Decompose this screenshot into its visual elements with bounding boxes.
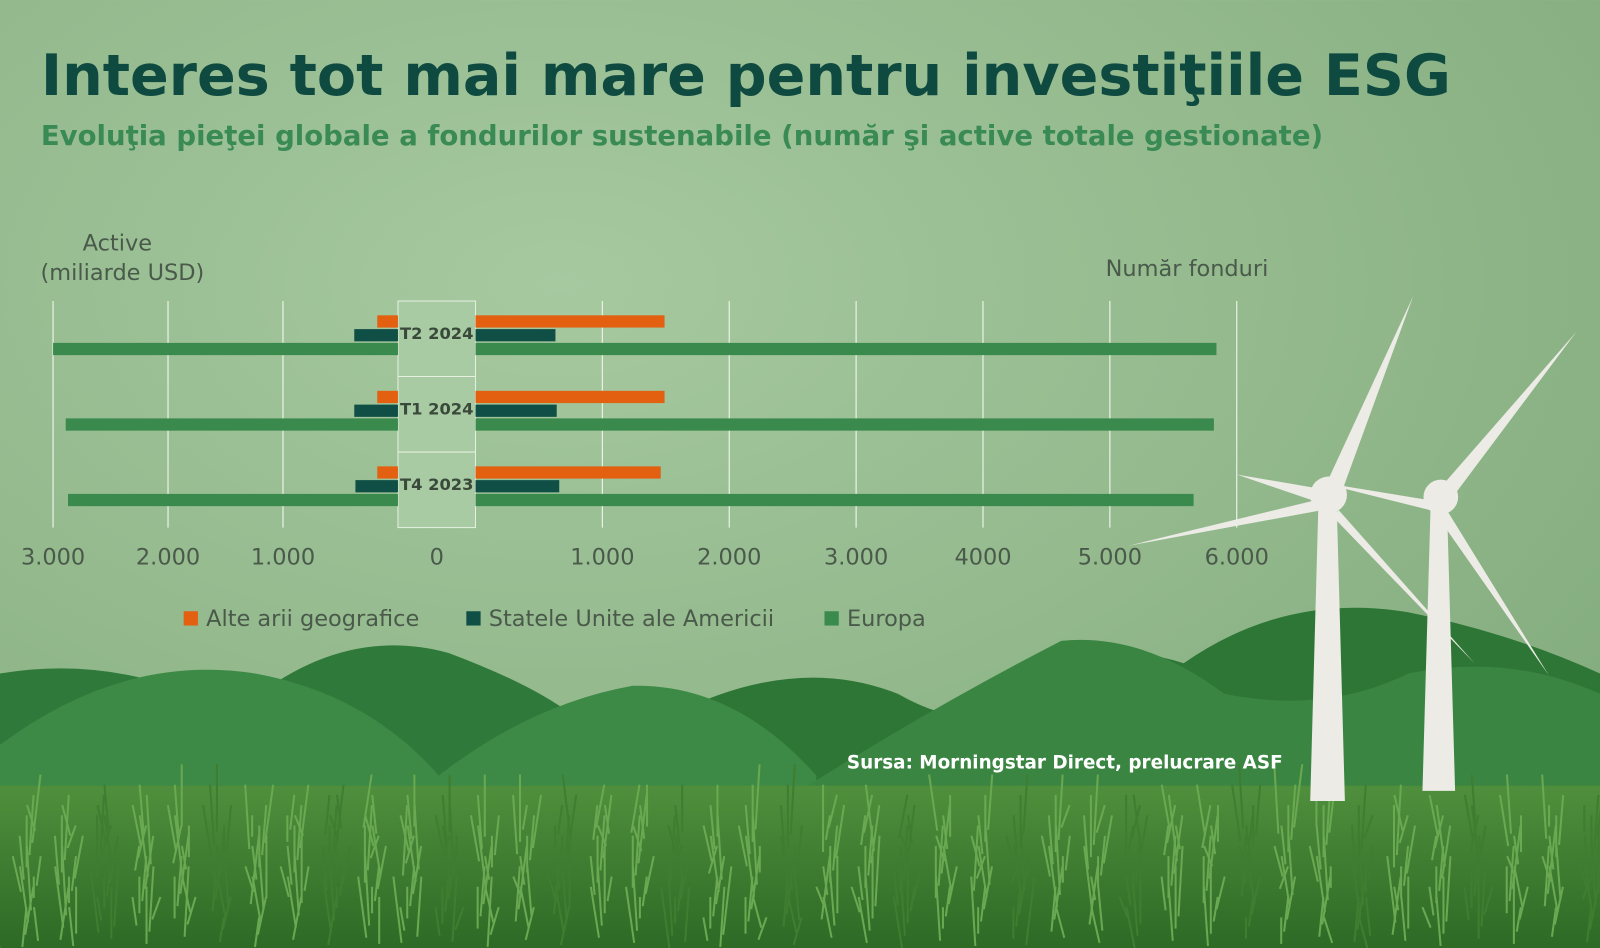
- left-axis-label: (miliarde USD): [41, 260, 205, 286]
- bar-funds: [475, 418, 1214, 431]
- x-tick-label: 2.000: [697, 545, 761, 571]
- bar-assets: [354, 404, 398, 417]
- x-tick-label: 1.000: [570, 545, 634, 571]
- category-box: [397, 300, 477, 529]
- right-axis-label: Număr fonduri: [1106, 256, 1269, 282]
- bar-assets: [377, 390, 398, 404]
- x-tick-label: 3.000: [21, 545, 85, 571]
- legend-label: Alte arii geografice: [206, 606, 419, 632]
- bar-funds: [475, 480, 560, 493]
- x-tick-label: 2.000: [136, 545, 200, 571]
- bar-assets: [355, 480, 398, 493]
- category-label: T4 2023: [400, 475, 474, 494]
- bar-funds: [475, 493, 1194, 507]
- legend-label: Statele Unite ale Americii: [489, 606, 774, 632]
- bar-assets: [68, 493, 398, 507]
- bar-funds: [475, 342, 1217, 356]
- x-tick-label: 5.000: [1078, 545, 1142, 571]
- left-axis-label: Active: [83, 230, 152, 256]
- x-tick-label: 3.000: [824, 545, 888, 571]
- bar-assets: [354, 329, 398, 342]
- legend-swatch: [824, 611, 839, 626]
- x-tick-label: 0: [430, 545, 444, 571]
- wind-turbines: [1127, 295, 1577, 802]
- bar-assets: [53, 342, 398, 356]
- x-tick-label: 6.000: [1205, 545, 1269, 571]
- grass-blades: [0, 764, 1600, 948]
- bar-funds: [475, 329, 556, 342]
- bar-funds: [475, 390, 665, 404]
- bar-assets: [65, 418, 398, 431]
- bar-funds: [475, 466, 661, 479]
- bar-funds: [475, 404, 557, 417]
- category-label: T1 2024: [400, 400, 474, 419]
- category-label: T2 2024: [400, 324, 474, 343]
- x-tick-label: 1.000: [251, 545, 315, 571]
- legend-swatch: [466, 611, 481, 626]
- legend-swatch: [183, 611, 198, 626]
- bar-assets: [377, 315, 398, 328]
- source: Sursa: Morningstar Direct, prelucrare AS…: [847, 752, 1283, 773]
- x-tick-label: 4000: [954, 545, 1011, 571]
- bar-assets: [377, 466, 398, 479]
- subtitle: Evoluţia pieţei globale a fondurilor sus…: [41, 120, 1323, 152]
- legend-label: Europa: [847, 606, 926, 632]
- title: Interes tot mai mare pentru investiţiile…: [41, 43, 1451, 109]
- bar-funds: [475, 315, 665, 328]
